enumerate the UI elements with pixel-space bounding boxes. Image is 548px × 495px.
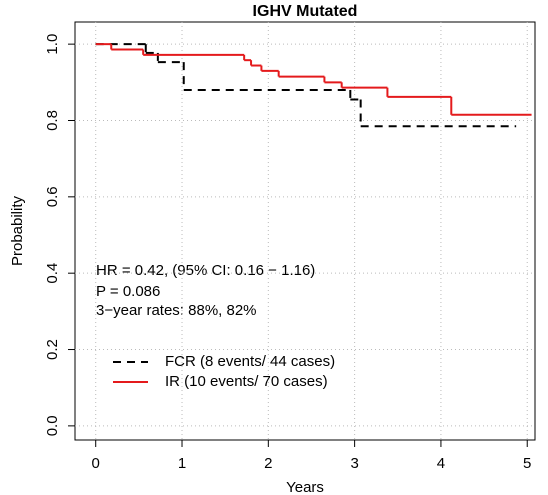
y-tick-label: 0.0 xyxy=(44,415,61,436)
y-tick-label: 0.8 xyxy=(44,110,61,131)
y-axis-label: Probability xyxy=(9,195,26,266)
annotation: HR = 0.42, (95% CI: 0.16 − 1.16) xyxy=(96,262,315,279)
annotation: 3−year rates: 88%, 82% xyxy=(96,302,257,319)
y-tick-label: 0.6 xyxy=(44,186,61,207)
y-tick-label: 0.4 xyxy=(44,263,61,284)
y-tick-label: 1.0 xyxy=(44,34,61,55)
legend-label: IR (10 events/ 70 cases) xyxy=(165,373,328,390)
legend-label: FCR (8 events/ 44 cases) xyxy=(165,353,335,370)
annotation: P = 0.086 xyxy=(96,283,160,300)
plot-frame xyxy=(74,21,536,441)
x-tick-label: 2 xyxy=(264,455,272,472)
x-tick-label: 3 xyxy=(350,455,358,472)
y-tick-label: 0.2 xyxy=(44,339,61,360)
x-tick-label: 0 xyxy=(92,455,100,472)
x-tick-label: 4 xyxy=(437,455,445,472)
x-axis-label: Years xyxy=(286,479,324,495)
x-tick-label: 1 xyxy=(178,455,186,472)
chart-title: IGHV Mutated xyxy=(253,3,358,20)
x-tick-label: 5 xyxy=(523,455,531,472)
